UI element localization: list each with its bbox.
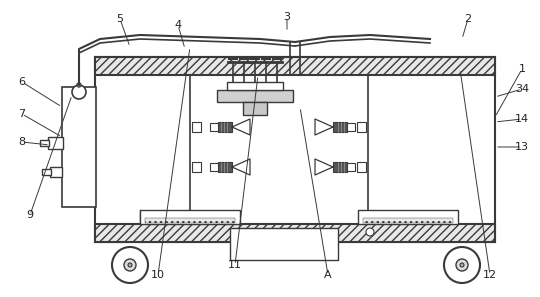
- Bar: [95, 224, 495, 242]
- Text: 8: 8: [18, 137, 25, 147]
- Bar: [218, 122, 232, 132]
- Bar: [95, 57, 495, 75]
- Text: 9: 9: [26, 210, 33, 220]
- Bar: [145, 218, 235, 223]
- Bar: [140, 210, 240, 224]
- Bar: [218, 162, 232, 172]
- Text: 12: 12: [483, 270, 497, 280]
- Text: 2: 2: [464, 14, 471, 24]
- Circle shape: [77, 83, 81, 87]
- Circle shape: [444, 247, 480, 283]
- Text: 11: 11: [228, 260, 242, 270]
- Text: 5: 5: [117, 14, 124, 24]
- Circle shape: [366, 228, 374, 236]
- Bar: [95, 224, 495, 242]
- Bar: [243, 102, 267, 115]
- Text: 14: 14: [515, 114, 529, 124]
- Text: 1: 1: [518, 64, 525, 74]
- Bar: [347, 163, 355, 171]
- Bar: [210, 163, 218, 171]
- Bar: [217, 90, 293, 102]
- Bar: [333, 122, 347, 132]
- Bar: [192, 122, 201, 132]
- Text: 7: 7: [18, 109, 25, 119]
- Text: 3: 3: [284, 12, 291, 22]
- Circle shape: [124, 259, 136, 271]
- Circle shape: [128, 263, 132, 267]
- Bar: [358, 210, 458, 224]
- Circle shape: [72, 85, 86, 99]
- Bar: [40, 140, 49, 146]
- Bar: [62, 87, 96, 207]
- Bar: [95, 57, 495, 75]
- Bar: [357, 162, 366, 172]
- Bar: [95, 57, 495, 75]
- Circle shape: [112, 247, 148, 283]
- Bar: [210, 123, 218, 131]
- Bar: [347, 123, 355, 131]
- Bar: [42, 169, 51, 175]
- Text: 34: 34: [515, 84, 529, 94]
- Bar: [95, 57, 495, 242]
- Bar: [363, 218, 453, 223]
- Text: 13: 13: [515, 142, 529, 152]
- Bar: [48, 137, 63, 149]
- Bar: [357, 122, 366, 132]
- Bar: [192, 162, 201, 172]
- Circle shape: [456, 259, 468, 271]
- Bar: [333, 162, 347, 172]
- Text: 4: 4: [174, 20, 181, 30]
- Text: A: A: [324, 270, 332, 280]
- Text: 10: 10: [151, 270, 165, 280]
- Bar: [227, 82, 283, 90]
- Bar: [50, 167, 62, 177]
- Circle shape: [460, 263, 464, 267]
- Text: 6: 6: [18, 77, 25, 87]
- Bar: [95, 224, 495, 242]
- Bar: [230, 228, 338, 260]
